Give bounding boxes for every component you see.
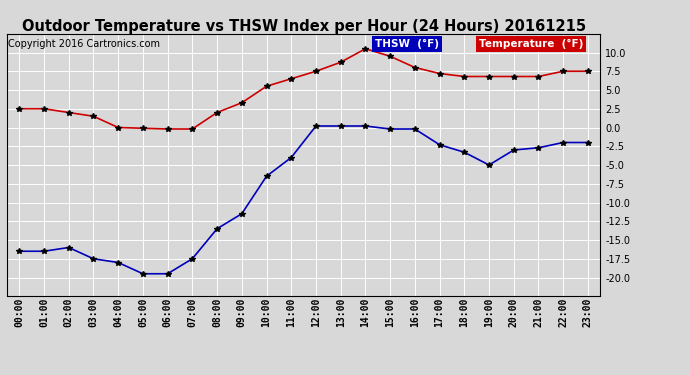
Title: Outdoor Temperature vs THSW Index per Hour (24 Hours) 20161215: Outdoor Temperature vs THSW Index per Ho… bbox=[21, 19, 586, 34]
Text: Temperature  (°F): Temperature (°F) bbox=[479, 39, 583, 49]
Text: THSW  (°F): THSW (°F) bbox=[375, 39, 439, 49]
Text: Copyright 2016 Cartronics.com: Copyright 2016 Cartronics.com bbox=[8, 39, 160, 49]
